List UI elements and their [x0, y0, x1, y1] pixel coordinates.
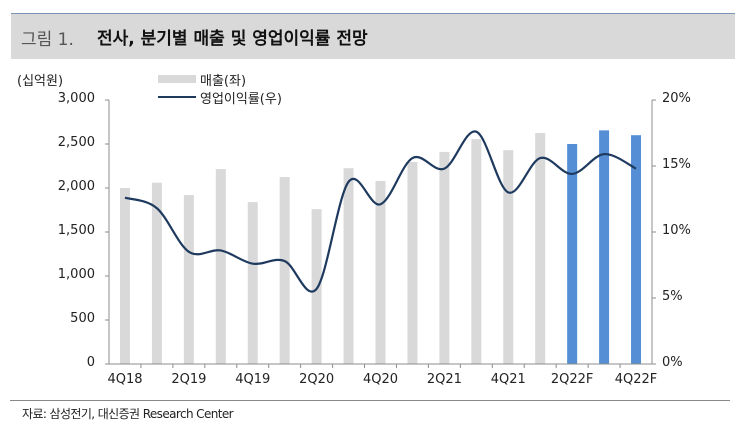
chart-legend: 매출(좌) 영업이익률(우)	[158, 70, 282, 107]
legend-label-revenue: 매출(좌)	[200, 73, 247, 89]
chart-axes	[105, 99, 656, 368]
right-axis-tick-label: 15%	[662, 157, 691, 172]
left-axis-tick-label: 0	[86, 355, 95, 370]
x-axis-tick-label: 4Q22F	[614, 372, 658, 387]
revenue-bar	[407, 162, 418, 364]
revenue-bar	[599, 130, 610, 364]
revenue-bar	[631, 135, 642, 364]
x-axis-tick-label: 4Q18	[107, 372, 143, 387]
operating-margin-line	[124, 130, 637, 293]
left-axis-tick-label: 2,500	[57, 135, 95, 150]
right-axis-tick-label: 20%	[662, 91, 691, 106]
right-axis-tick-label: 5%	[662, 289, 683, 304]
revenue-bar	[247, 202, 258, 364]
left-axis-tick-label: 3,000	[57, 91, 95, 106]
revenue-bar	[279, 177, 290, 364]
left-axis-unit: (십억원)	[17, 74, 64, 89]
left-axis-tick-label: 1,000	[57, 267, 95, 282]
left-axis-tick-label: 1,500	[57, 223, 95, 238]
revenue-bar	[183, 195, 194, 364]
x-axis-tick-label: 2Q19	[171, 372, 207, 387]
x-axis-tick-label: 2Q21	[426, 372, 462, 387]
legend-item-margin: 영업이익률(우)	[158, 88, 282, 107]
right-axis-tick-label: 0%	[662, 355, 683, 370]
revenue-bar	[311, 209, 322, 364]
revenue-bar	[151, 182, 162, 364]
x-axis-tick-label: 4Q20	[362, 372, 399, 387]
x-axis-tick-label: 2Q22F	[550, 372, 594, 387]
revenue-bar	[343, 168, 354, 364]
x-axis-tick-label: 4Q21	[490, 372, 526, 387]
figure-title: 전사, 분기별 매출 및 영업이익률 전망	[97, 29, 368, 49]
revenue-bar	[375, 180, 386, 364]
revenue-bar	[535, 133, 546, 364]
revenue-bar	[119, 188, 130, 364]
x-axis-tick-label: 4Q19	[235, 372, 271, 387]
figure-title-bar: 그림 1. 전사, 분기별 매출 및 영업이익률 전망	[11, 13, 735, 59]
legend-label-margin: 영업이익률(우)	[200, 91, 282, 107]
revenue-bar	[503, 150, 514, 364]
x-axis-tick-label: 2Q20	[299, 372, 335, 387]
left-axis-tick-label: 500	[70, 311, 95, 326]
legend-line-swatch	[158, 96, 196, 98]
revenue-bar	[439, 151, 450, 364]
right-axis-tick-label: 10%	[662, 223, 691, 238]
figure-number: 그림 1.	[21, 30, 74, 50]
legend-bar-swatch	[158, 75, 196, 83]
revenue-bar	[567, 144, 578, 364]
revenue-bar	[471, 139, 482, 364]
revenue-bar	[215, 169, 226, 364]
source-divider	[10, 400, 730, 401]
revenue-bars	[119, 130, 642, 364]
legend-item-revenue: 매출(좌)	[158, 70, 282, 89]
left-axis-tick-label: 2,000	[57, 179, 95, 194]
source-note: 자료: 삼성전기, 대신증권 Research Center	[22, 407, 234, 421]
